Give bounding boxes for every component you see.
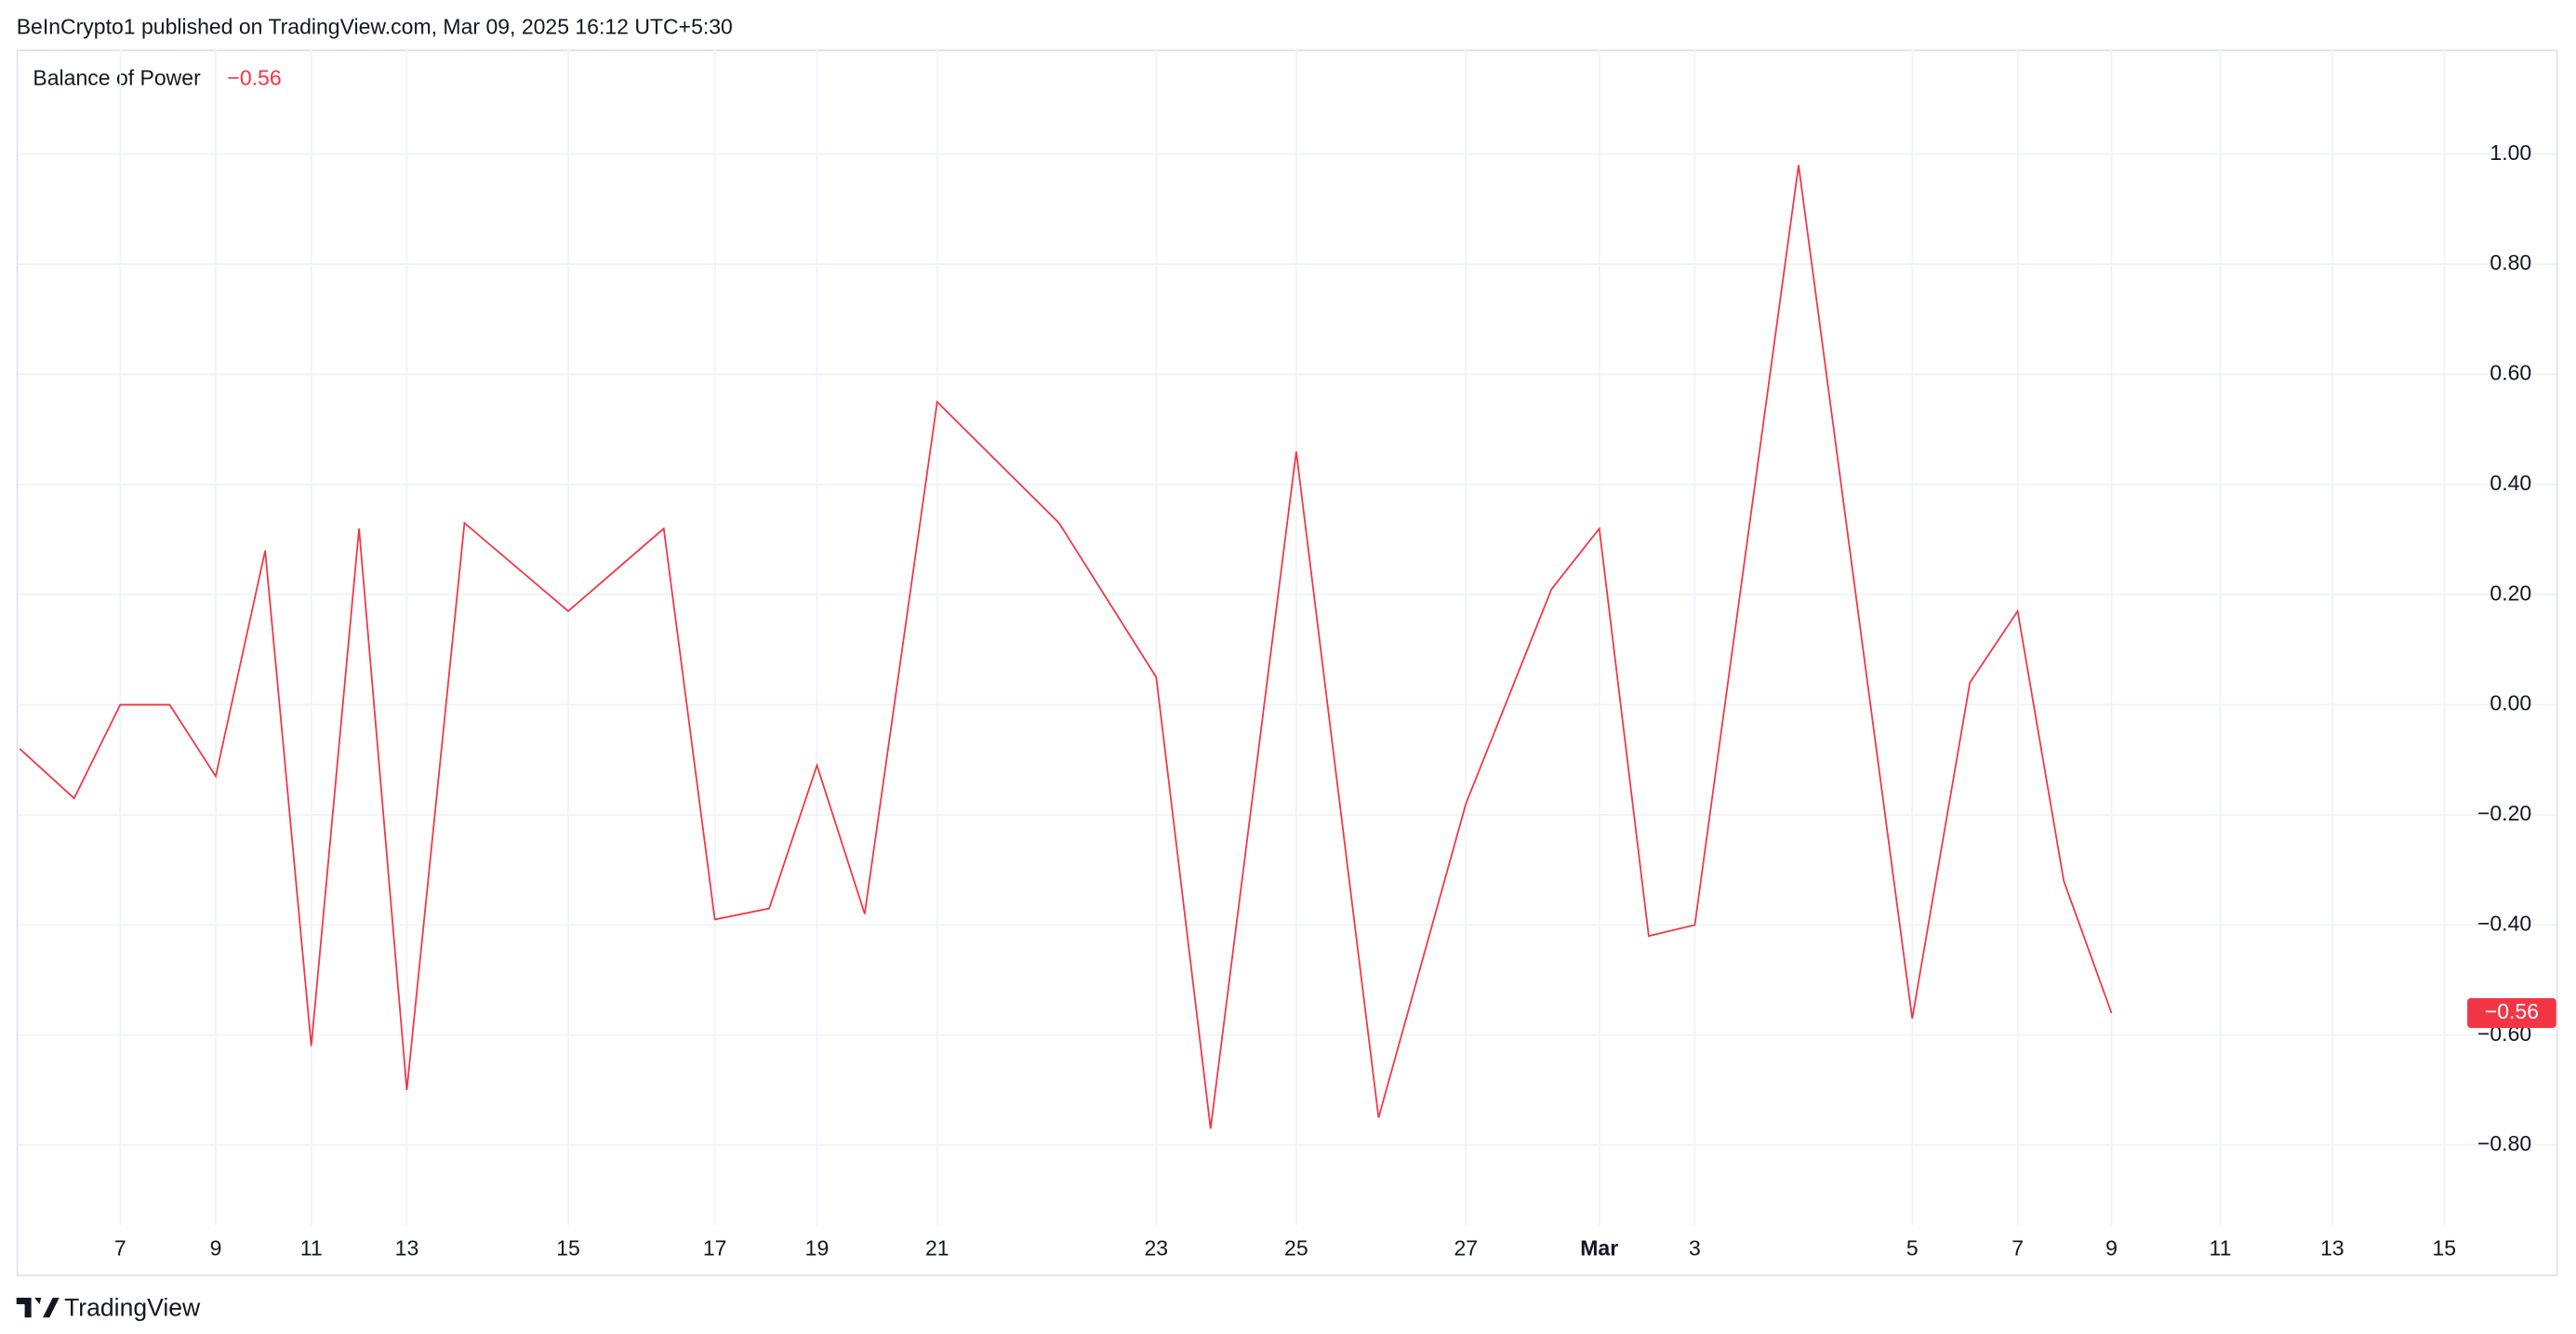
y-tick-label: −0.80 <box>2477 1131 2531 1155</box>
x-tick-label: 13 <box>395 1236 419 1261</box>
x-tick-label: 21 <box>925 1236 949 1261</box>
last-value-tag <box>2467 998 2556 1028</box>
x-tick-label: 25 <box>1284 1236 1308 1261</box>
y-tick-label: 0.40 <box>2490 471 2531 495</box>
x-tick-label: 7 <box>114 1236 126 1261</box>
x-tick-label: 11 <box>300 1236 323 1261</box>
x-tick-label: 19 <box>805 1236 830 1261</box>
footer: TradingView <box>64 1293 201 1321</box>
data-line <box>19 165 2113 1129</box>
y-tick-label: 0.80 <box>2490 250 2531 274</box>
x-tick-label: 5 <box>1906 1236 1919 1261</box>
logo <box>16 1297 60 1318</box>
header: BeInCrypto1 published on TradingView.com… <box>17 14 733 38</box>
indicator-value: −0.56 <box>227 65 281 89</box>
x-tick-label: 13 <box>2320 1236 2344 1261</box>
indicator-name: Balance of Power <box>33 65 201 89</box>
panel-border <box>16 49 2558 1276</box>
y-tick-label: 0.20 <box>2490 580 2531 605</box>
x-tick-label: Mar <box>1580 1236 1618 1261</box>
x-tick-label: 9 <box>2105 1236 2118 1261</box>
x-tick-label: 9 <box>210 1236 222 1261</box>
x-tick-label: 15 <box>556 1236 580 1261</box>
x-tick-label: 23 <box>1145 1236 1169 1261</box>
y-tick-label: −0.40 <box>2477 911 2531 935</box>
x-tick-label: 27 <box>1454 1236 1478 1261</box>
y-tick-label: 0.00 <box>2490 691 2531 715</box>
y-tick-label: 0.60 <box>2490 361 2531 385</box>
x-tick-label: 3 <box>1689 1236 1701 1261</box>
last-value-label: −0.56 <box>2485 999 2539 1023</box>
x-tick-label: 15 <box>2433 1236 2457 1261</box>
y-tick-label: 1.00 <box>2490 140 2531 165</box>
x-tick-label: 17 <box>703 1236 727 1261</box>
x-tick-label: 11 <box>2209 1236 2231 1261</box>
y-tick-label: −0.20 <box>2477 801 2531 825</box>
x-tick-label: 7 <box>2012 1236 2024 1261</box>
